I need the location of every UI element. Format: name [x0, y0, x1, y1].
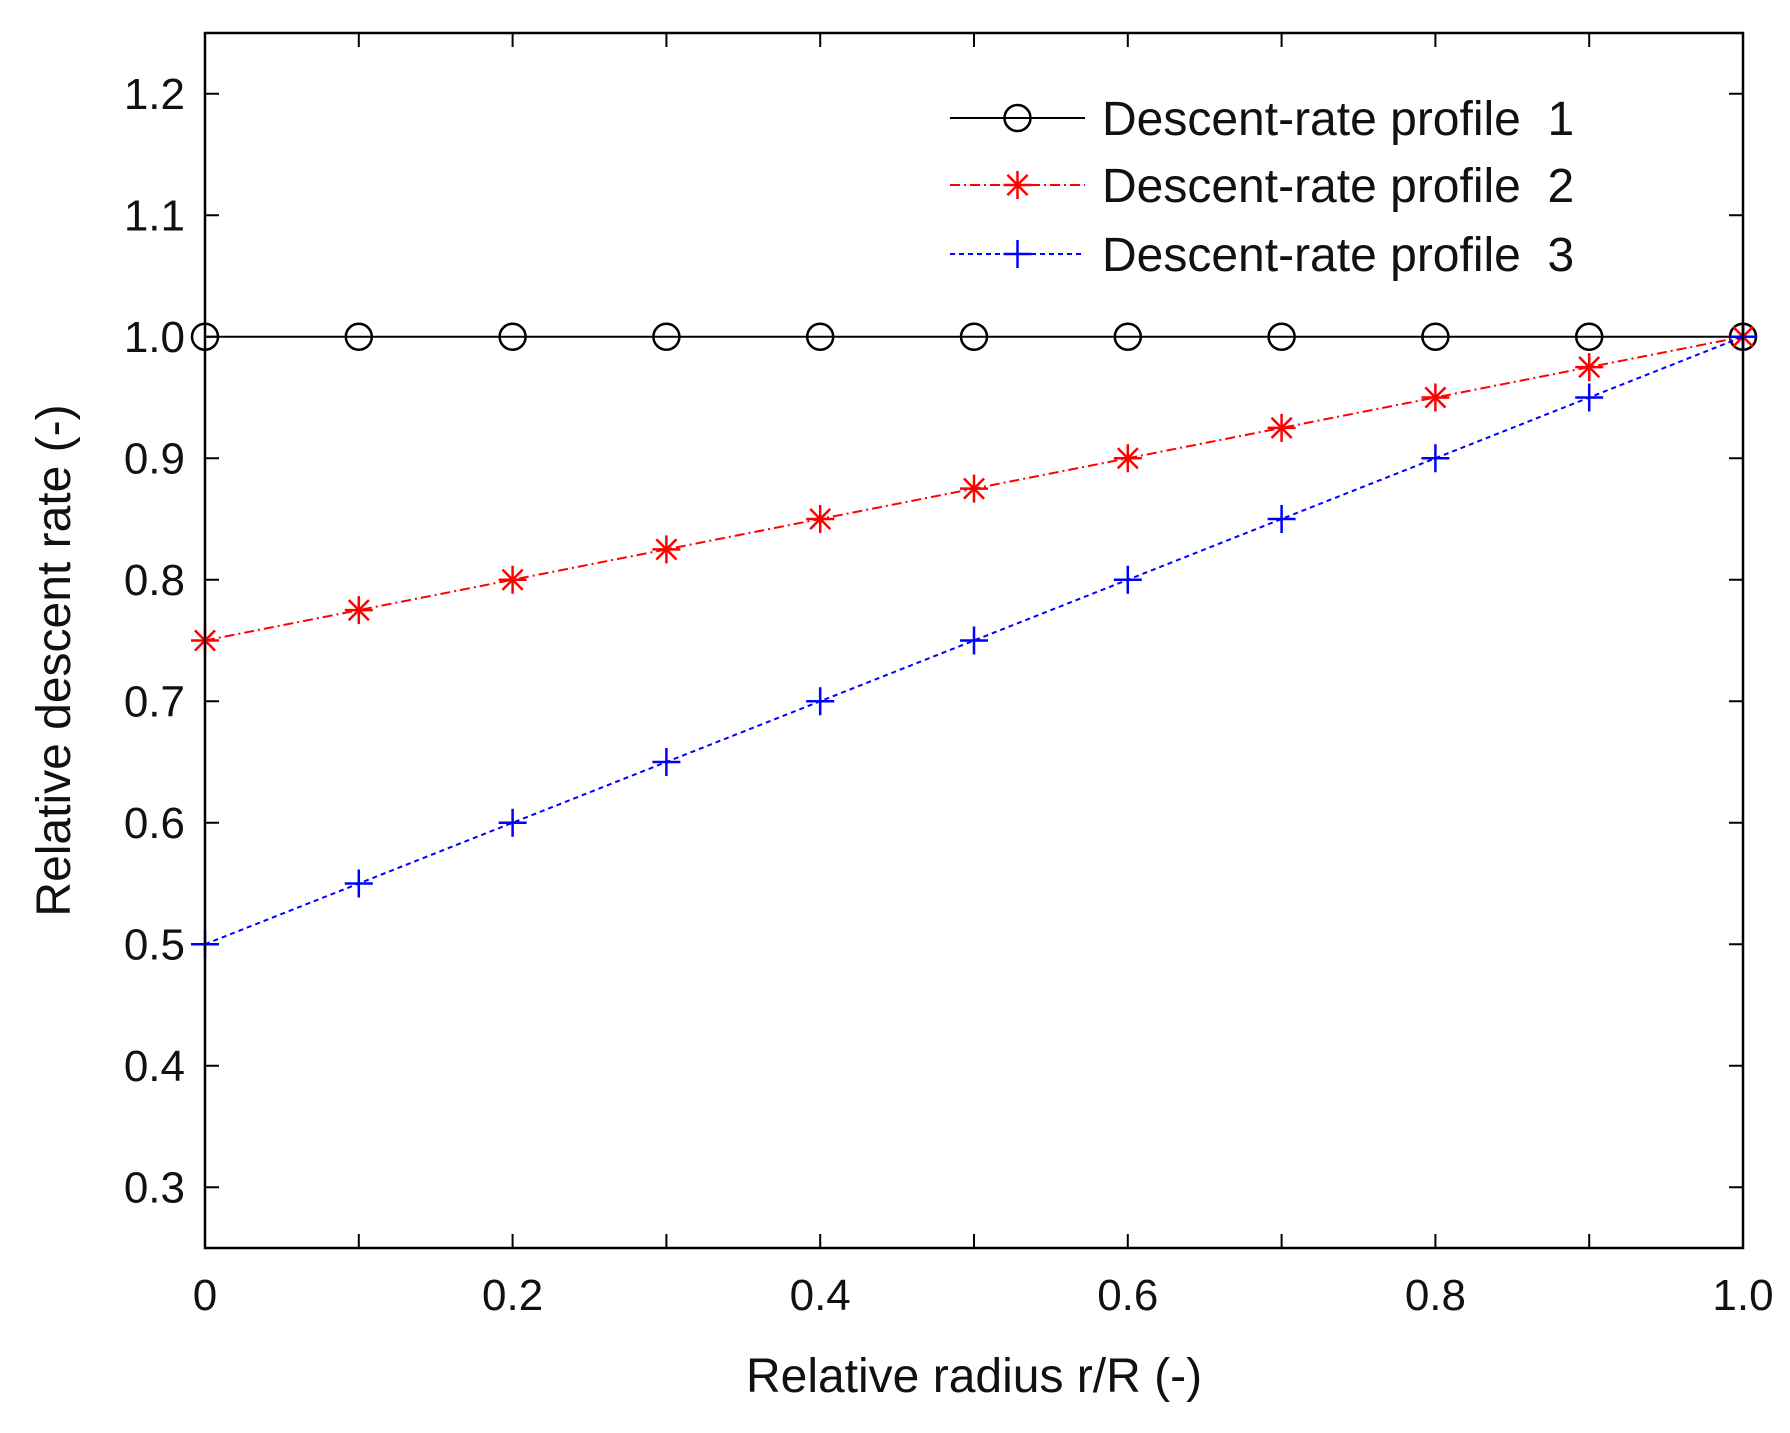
series-2-point	[652, 535, 681, 564]
series-3-point	[806, 687, 835, 716]
series-3-point	[498, 808, 527, 837]
series-3-point	[344, 869, 373, 898]
series-layer	[190, 322, 1758, 959]
series-2-point	[1421, 383, 1450, 412]
series-1-point	[652, 322, 681, 351]
series-2-point	[1267, 413, 1296, 442]
y-tick-label: 0.3	[124, 1163, 185, 1212]
x-axis-title: Relative radius r/R (-)	[746, 1350, 1202, 1403]
plot-frame	[203, 31, 1745, 1250]
series-1-point	[805, 322, 835, 351]
series-1-point	[498, 322, 527, 351]
series-3-point	[1113, 565, 1142, 594]
series-2-point	[344, 596, 373, 625]
y-tick-label: 1.1	[124, 191, 185, 240]
legend-item-1: Descent-rate profile 1	[950, 93, 1574, 146]
series-2-point	[1113, 444, 1142, 473]
axis-ticks: 0 0.2 0.4 0.6 0.8 1.0 0.3 0.4 0.5 0.6 0.7 0.8 0.9 1.0…	[124, 33, 1774, 1320]
y-tick-label: 1.0	[124, 313, 185, 362]
series-3	[191, 322, 1757, 959]
legend: Descent-rate profile 1 Descent-rate profi…	[950, 93, 1574, 282]
legend-item-2: Descent-rate profile 2	[950, 160, 1574, 213]
y-tick-label: 0.6	[124, 799, 185, 848]
y-tick-label: 0.5	[124, 920, 185, 969]
series-1-point	[344, 322, 374, 351]
series-3-point	[960, 626, 988, 655]
y-tick-label: 0.7	[124, 677, 185, 726]
series-1-point	[1574, 322, 1604, 351]
series-3-point	[1575, 383, 1604, 412]
x-tick-label: 0	[193, 1271, 217, 1320]
series-1-point	[959, 322, 989, 351]
series-2	[191, 322, 1757, 655]
series-1	[190, 322, 1758, 351]
y-tick-label: 0.8	[124, 556, 185, 605]
x-tick-label: 0.8	[1405, 1271, 1466, 1320]
legend-marker	[1003, 171, 1032, 199]
series-2-point	[498, 565, 527, 594]
series-3-point	[652, 748, 681, 776]
x-tick-label: 0.2	[482, 1271, 543, 1320]
legend-label: Descent-rate profile 2	[1102, 160, 1574, 213]
y-tick-label: 1.2	[124, 70, 185, 119]
x-tick-label: 0.4	[790, 1271, 851, 1320]
series-3-point	[1421, 444, 1450, 473]
series-2-point	[960, 474, 988, 503]
legend-marker	[1003, 240, 1032, 268]
series-3-line	[204, 335, 1744, 946]
series-2-point	[1575, 353, 1604, 382]
legend-marker	[1003, 103, 1032, 133]
y-tick-label: 0.4	[124, 1042, 185, 1091]
series-1-point	[1113, 322, 1143, 351]
legend-item-3: Descent-rate profile 3	[950, 229, 1574, 282]
x-tick-label: 0.6	[1097, 1271, 1158, 1320]
x-tick-label: 1.0	[1712, 1271, 1773, 1320]
legend-label: Descent-rate profile 1	[1102, 93, 1574, 146]
legend-label: Descent-rate profile 3	[1102, 229, 1574, 282]
y-tick-label: 0.9	[124, 434, 185, 483]
series-3-point	[1267, 505, 1296, 533]
series-2-point	[806, 505, 835, 533]
series-1-point	[1267, 322, 1296, 351]
y-axis-title: Relative descent rate (-)	[28, 404, 81, 916]
series-1-point	[1421, 322, 1450, 351]
